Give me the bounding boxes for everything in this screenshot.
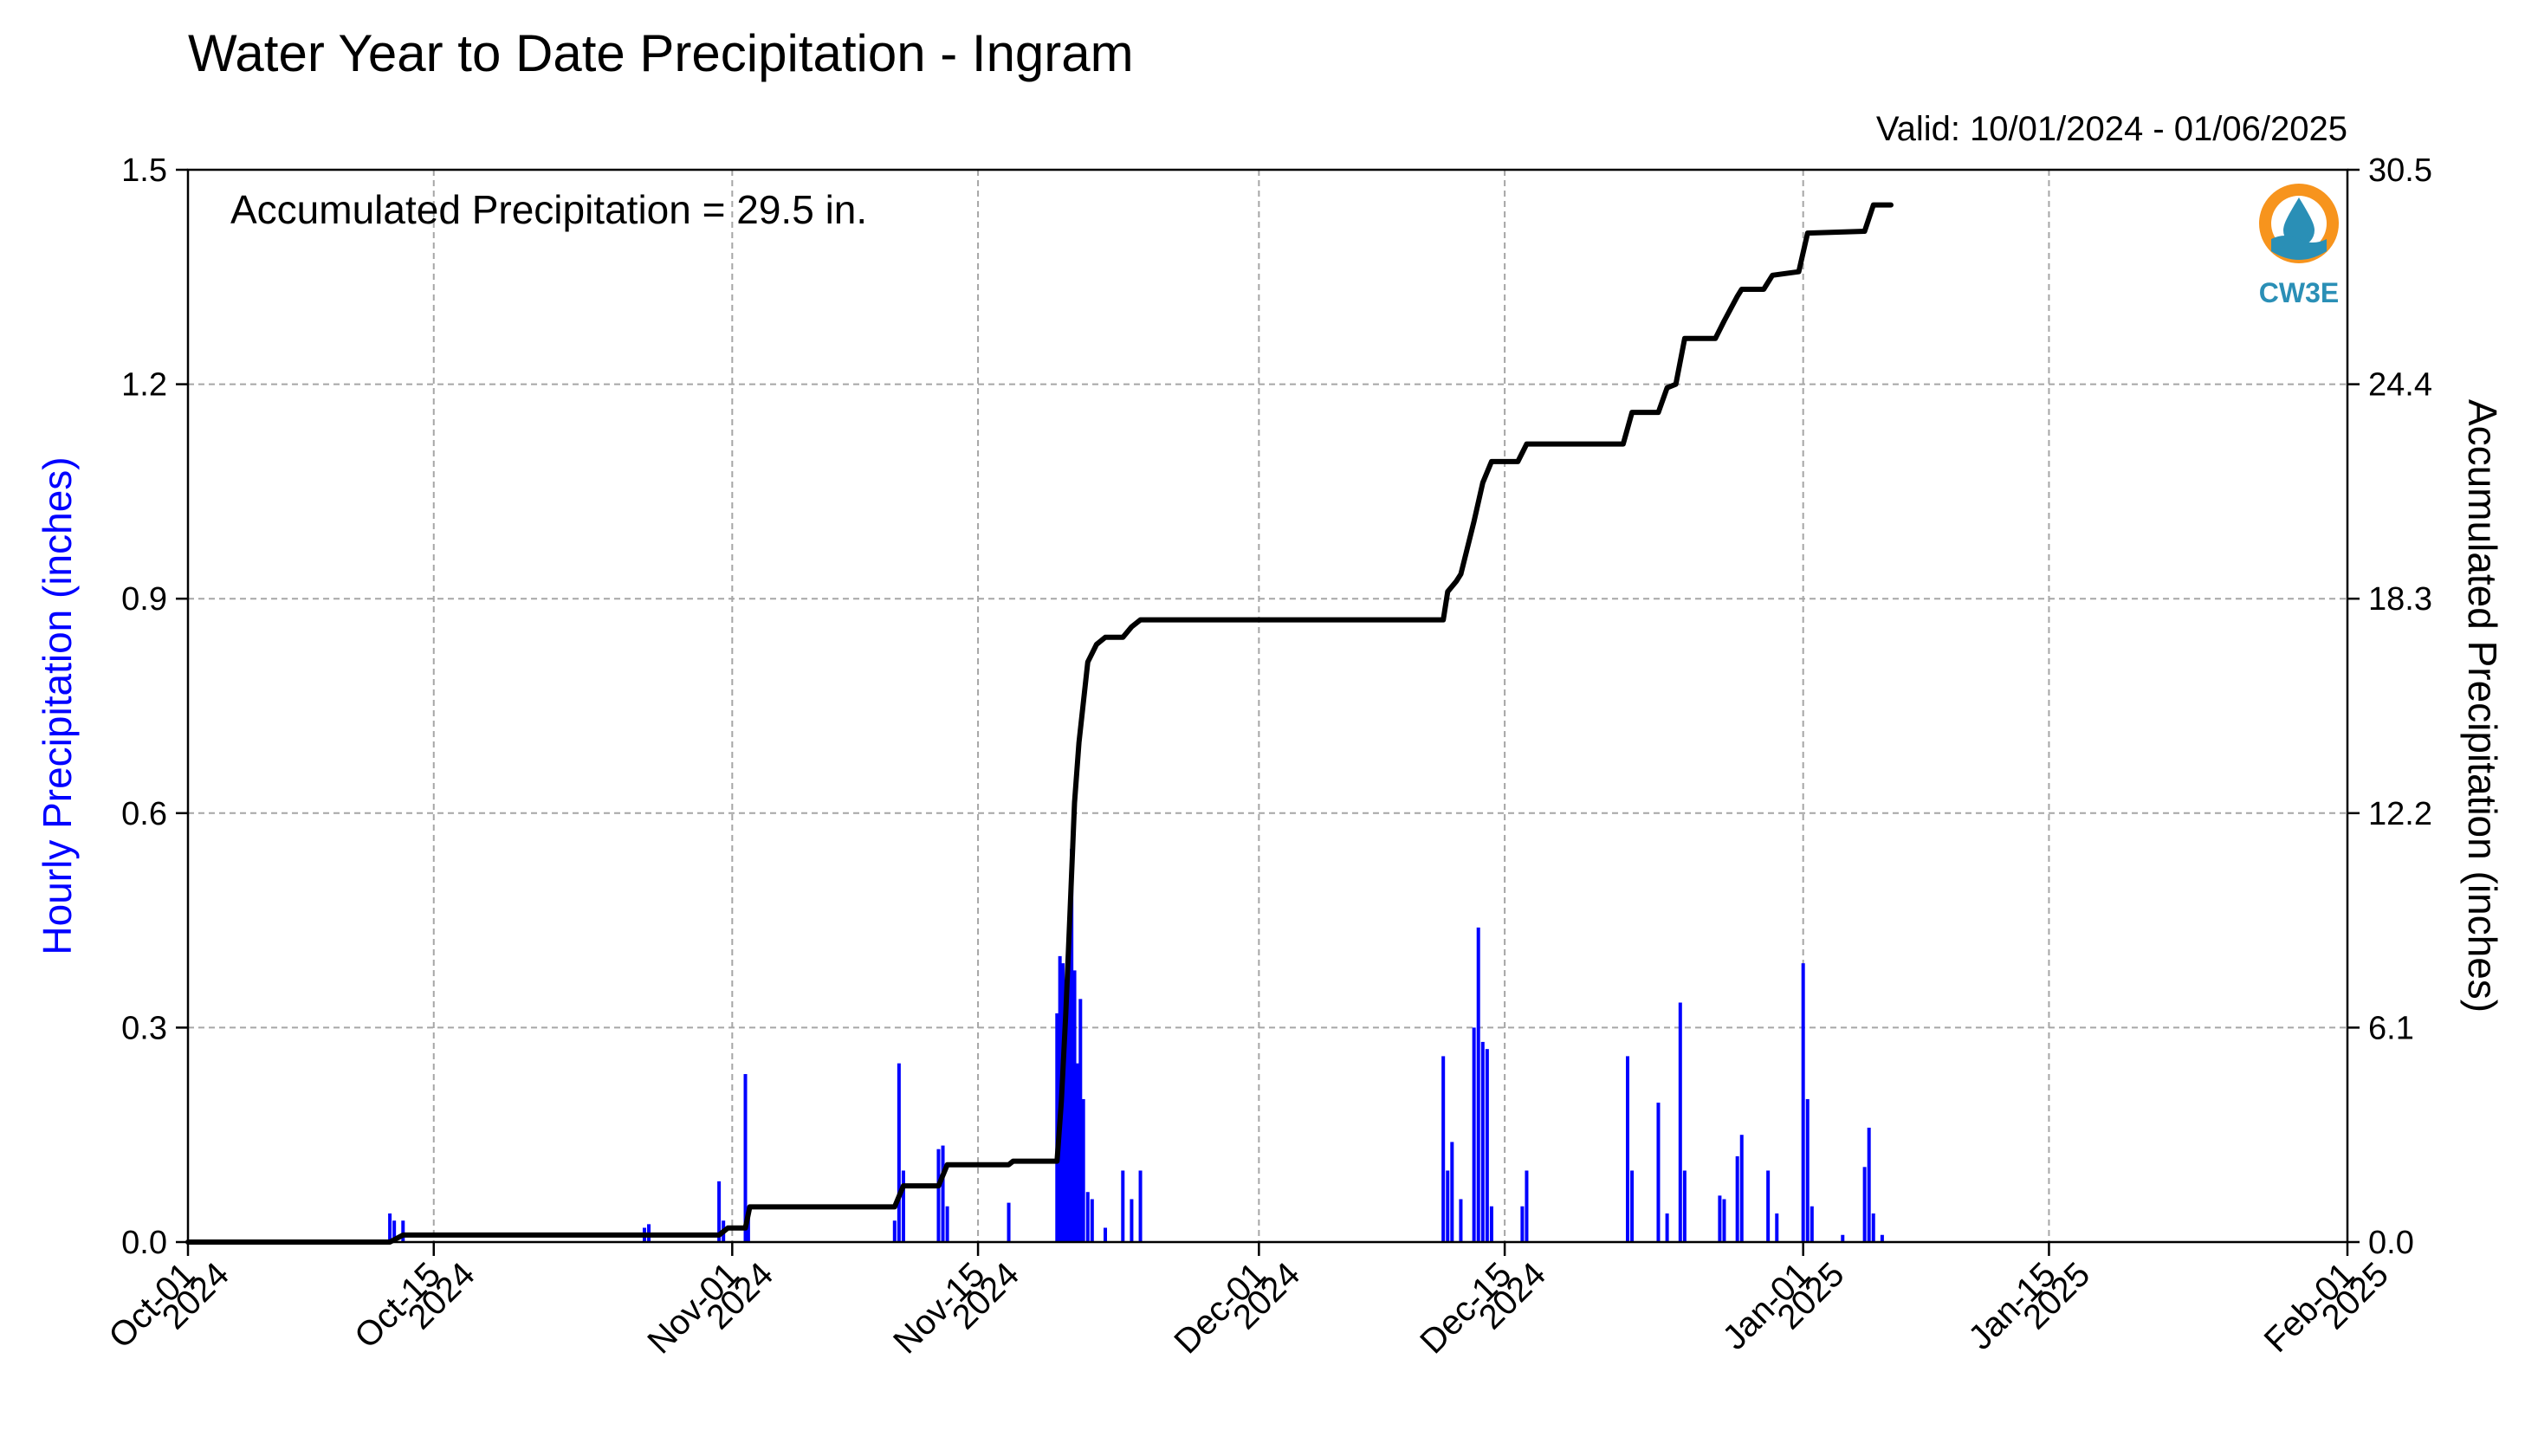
hourly-precip-bar bbox=[1085, 1192, 1090, 1242]
hourly-precip-bar bbox=[1801, 963, 1805, 1242]
hourly-precip-bar bbox=[1441, 1056, 1446, 1242]
hourly-precip-bar bbox=[717, 1181, 722, 1242]
left-y-tick-label: 0.9 bbox=[121, 581, 167, 618]
hourly-precip-bar bbox=[1081, 1098, 1085, 1242]
hourly-precip-bar bbox=[1090, 1199, 1094, 1242]
hourly-precip-bar bbox=[1072, 970, 1077, 1242]
right-y-tick-label: 18.3 bbox=[2368, 581, 2432, 618]
hourly-precip-bar bbox=[1678, 1002, 1682, 1242]
right-y-tick-label: 12.2 bbox=[2368, 796, 2432, 832]
left-y-tick-label: 1.2 bbox=[121, 367, 167, 404]
hourly-precip-bar bbox=[1130, 1199, 1134, 1242]
hourly-precip-bar bbox=[1739, 1135, 1744, 1242]
hourly-precip-bar bbox=[1665, 1213, 1669, 1242]
hourly-precip-bar bbox=[1871, 1213, 1875, 1242]
hourly-precip-bar bbox=[897, 1063, 901, 1242]
hourly-precip-bar bbox=[401, 1220, 405, 1242]
hourly-precip-bar bbox=[1480, 1041, 1485, 1242]
hourly-precip-bar bbox=[1489, 1206, 1493, 1242]
right-y-tick-label: 0.0 bbox=[2368, 1225, 2414, 1261]
gridlines bbox=[188, 170, 2347, 1242]
left-y-tick-label: 0.0 bbox=[121, 1225, 167, 1261]
hourly-precip-bar bbox=[1070, 849, 1074, 1242]
wave-icon bbox=[2271, 236, 2327, 260]
hourly-precip-bar bbox=[1104, 1227, 1108, 1242]
hourly-precip-bar bbox=[1735, 1155, 1739, 1242]
hourly-precip-bar bbox=[1007, 1202, 1011, 1242]
hourly-precip-bar bbox=[1810, 1206, 1814, 1242]
hourly-precip-bar bbox=[1766, 1170, 1771, 1242]
hourly-precip-bar bbox=[1841, 1234, 1845, 1242]
hourly-precip-bar bbox=[936, 1149, 941, 1242]
plot-frame bbox=[186, 168, 2349, 1244]
hourly-precip-bar bbox=[1476, 927, 1480, 1242]
hourly-precip-bar bbox=[388, 1213, 392, 1242]
left-y-axis-label: Hourly Precipitation (inches) bbox=[35, 456, 80, 954]
hourly-precip-bar bbox=[1520, 1206, 1525, 1242]
right-y-tick-label: 6.1 bbox=[2368, 1010, 2414, 1046]
hourly-precip-bar bbox=[1075, 1063, 1079, 1242]
chart-title: Water Year to Date Precipitation - Ingra… bbox=[188, 24, 1134, 82]
hourly-precip-bar bbox=[1682, 1170, 1687, 1242]
hourly-precip-bar bbox=[743, 1074, 748, 1242]
right-y-tick-label: 30.5 bbox=[2368, 152, 2432, 189]
right-y-axis-label: Accumulated Precipitation (inches) bbox=[2460, 399, 2505, 1013]
hourly-precip-bar bbox=[1880, 1234, 1884, 1242]
hourly-precip-bar bbox=[1525, 1170, 1529, 1242]
left-y-tick-label: 1.5 bbox=[121, 152, 167, 189]
axis-ticks bbox=[176, 168, 2360, 1256]
left-y-tick-label: 0.6 bbox=[121, 796, 167, 832]
hourly-precip-bar bbox=[1485, 1049, 1489, 1242]
hourly-precip-bar bbox=[1718, 1195, 1722, 1242]
hourly-precip-bar bbox=[1459, 1199, 1463, 1242]
accumulated-precip-line bbox=[185, 202, 1894, 1245]
water-drop-icon bbox=[2283, 197, 2315, 246]
hourly-precip-bar bbox=[945, 1206, 949, 1242]
hourly-precip-bar bbox=[901, 1170, 905, 1242]
accumulated-total-annotation: Accumulated Precipitation = 29.5 in. bbox=[230, 187, 867, 232]
hourly-precip-bar bbox=[1472, 1027, 1476, 1242]
left-y-tick-labels: 0.0 0.3 0.6 0.9 1.2 1.5 bbox=[121, 152, 167, 1261]
hourly-precip-bar bbox=[892, 1220, 897, 1242]
hourly-precip-bar bbox=[941, 1145, 945, 1242]
hourly-precip-bar bbox=[1722, 1199, 1726, 1242]
hourly-precip-bar bbox=[1775, 1213, 1779, 1242]
hourly-precip-bar bbox=[1066, 970, 1071, 1242]
right-y-tick-label: 24.4 bbox=[2368, 367, 2432, 404]
hourly-precip-bar bbox=[1121, 1170, 1125, 1242]
hourly-precip-bars bbox=[388, 849, 1884, 1242]
cw3e-logo: CW3E bbox=[2259, 184, 2339, 308]
hourly-precip-bar bbox=[1862, 1167, 1867, 1242]
hourly-precip-bar bbox=[1138, 1170, 1143, 1242]
hourly-precip-bar bbox=[1446, 1170, 1450, 1242]
hourly-precip-bar bbox=[1626, 1056, 1629, 1242]
left-y-tick-label: 0.3 bbox=[121, 1010, 167, 1046]
hourly-precip-bar bbox=[1078, 999, 1083, 1242]
hourly-precip-bar bbox=[392, 1220, 397, 1242]
accumulated-precip-line-group bbox=[185, 202, 1894, 1245]
hourly-precip-bar bbox=[1450, 1142, 1454, 1242]
hourly-precip-bar bbox=[1867, 1127, 1871, 1242]
valid-range-subtitle: Valid: 10/01/2024 - 01/06/2025 bbox=[1876, 110, 2347, 148]
hourly-precip-bar bbox=[1805, 1098, 1810, 1242]
logo-text: CW3E bbox=[2259, 277, 2339, 308]
hourly-precip-bar bbox=[1630, 1170, 1635, 1242]
right-y-tick-labels: 0.0 6.1 12.2 18.3 24.4 30.5 bbox=[2368, 152, 2432, 1261]
hourly-precip-bar bbox=[1656, 1103, 1661, 1242]
hourly-precip-bar bbox=[1064, 1027, 1068, 1242]
